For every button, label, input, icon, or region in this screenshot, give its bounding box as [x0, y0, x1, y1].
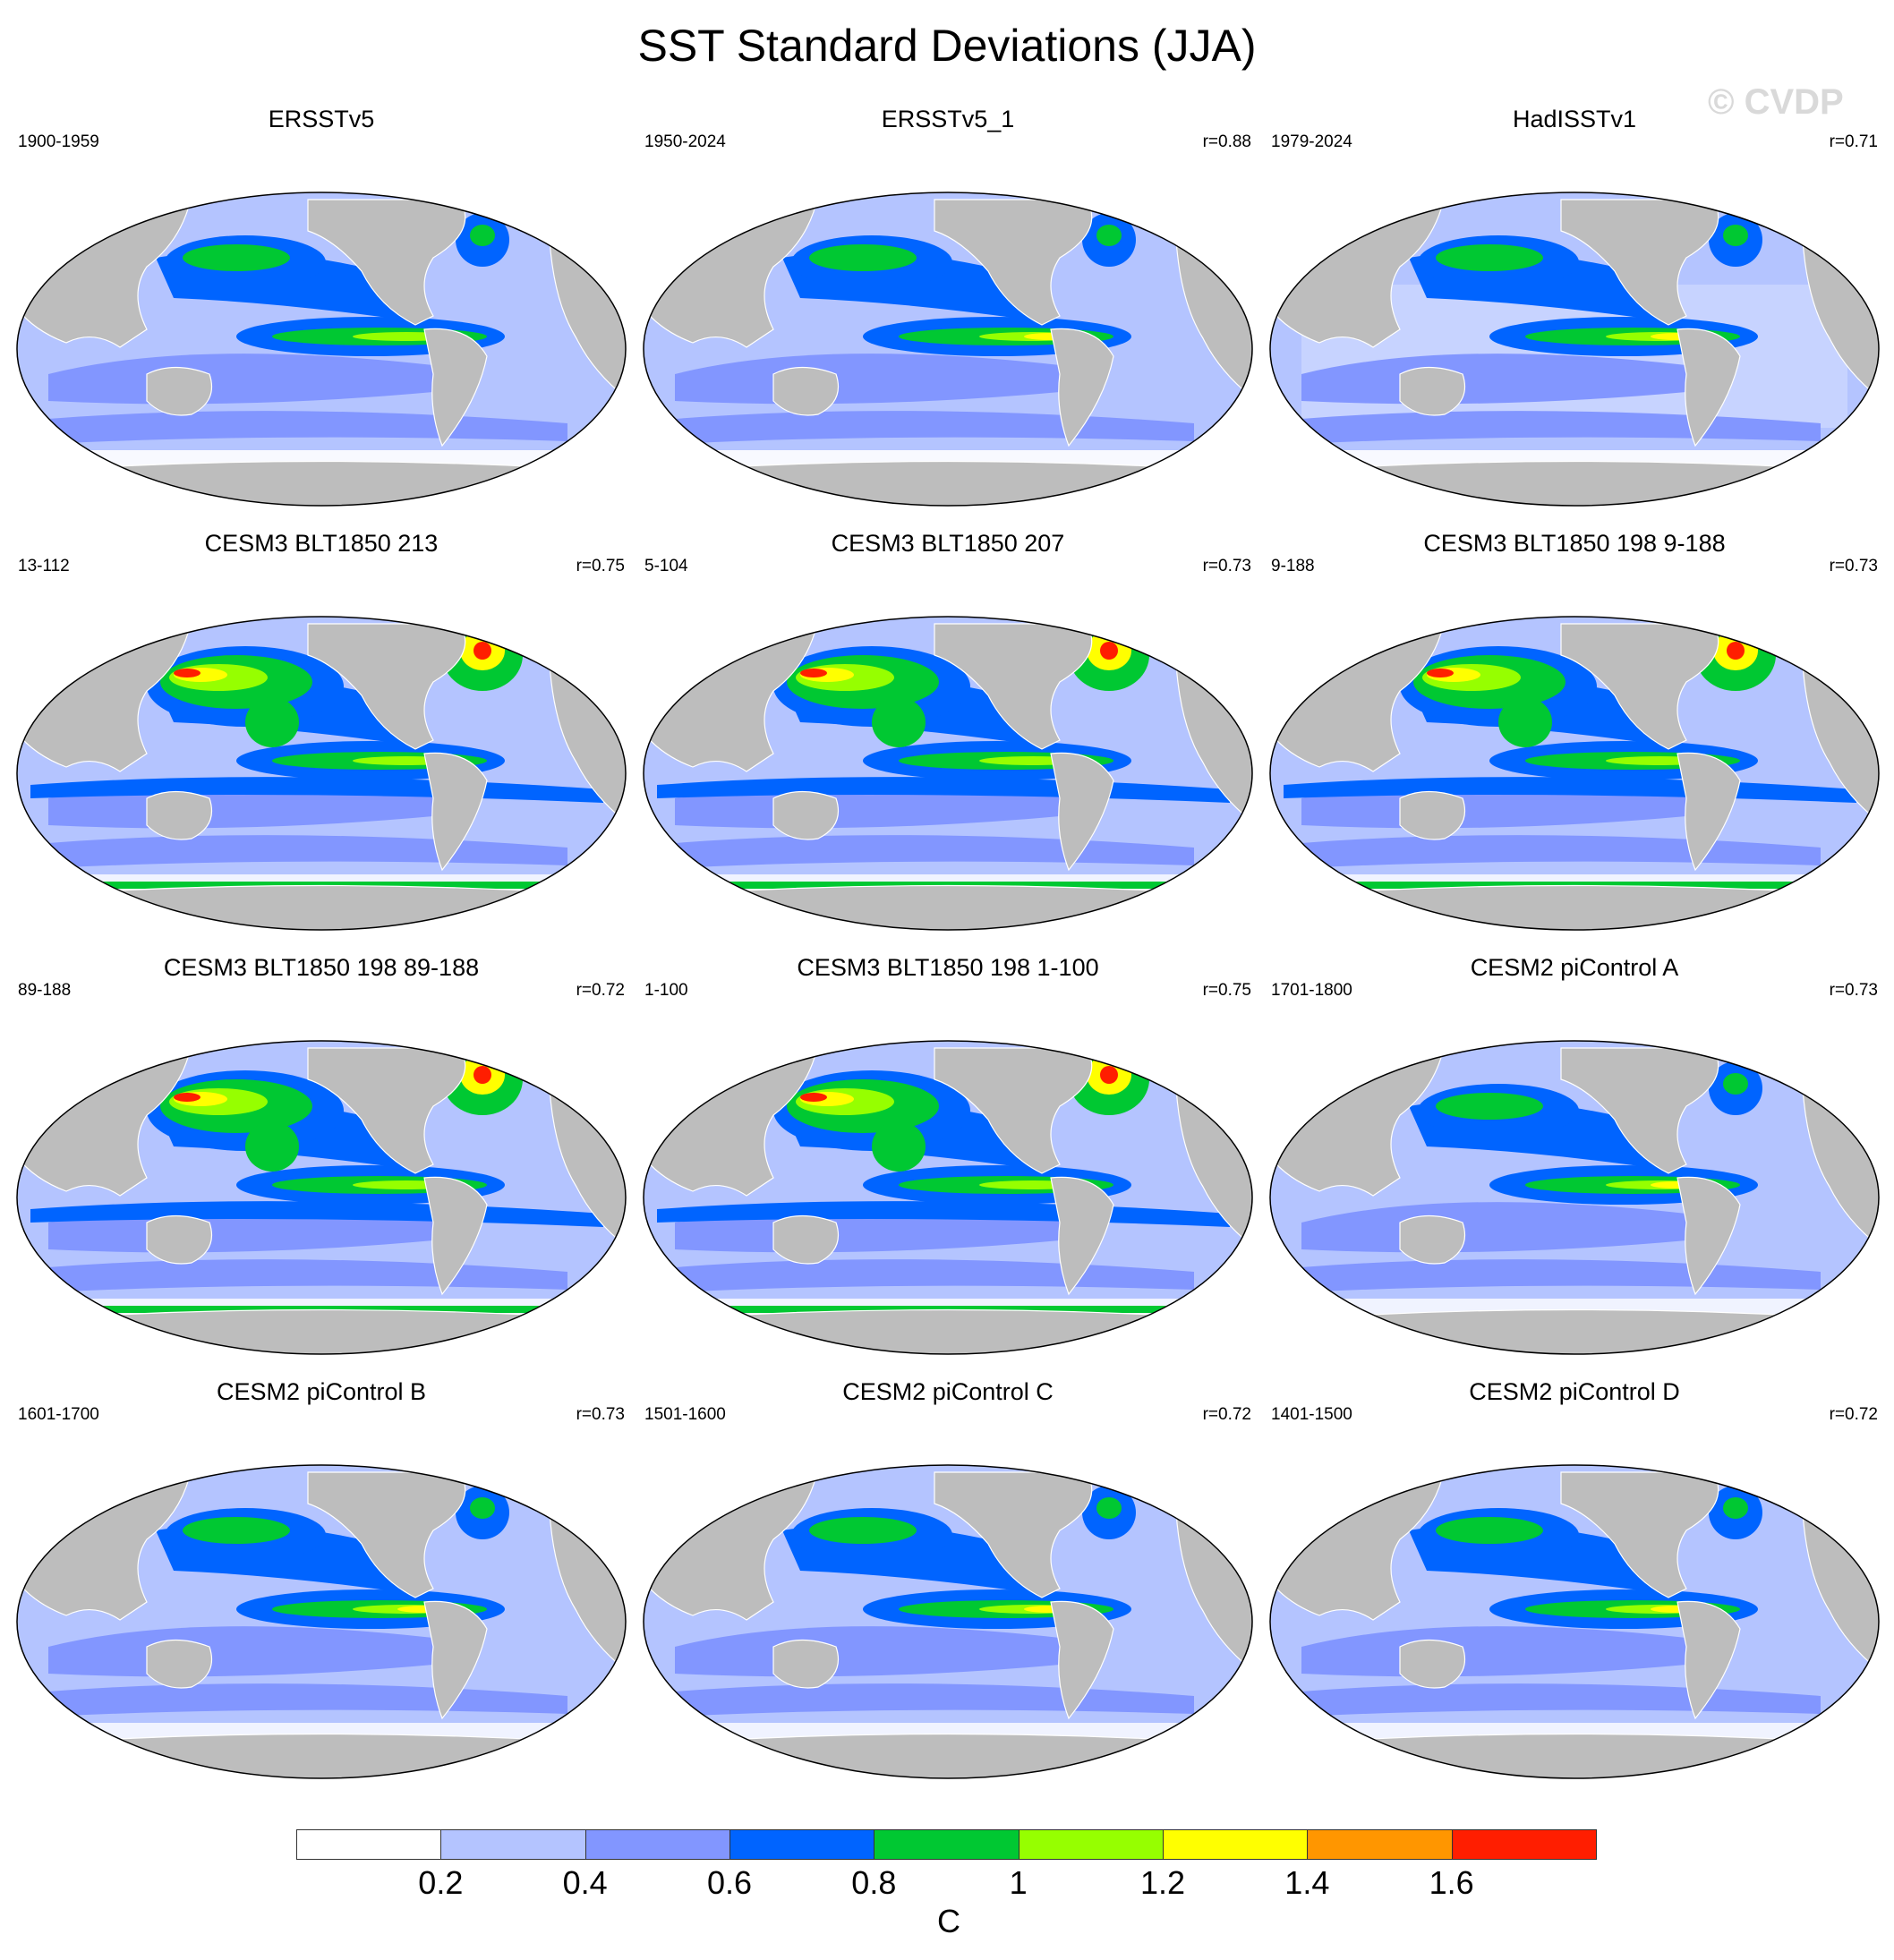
- map-panel: CESM2 piControl D 1401-1500 r=0.72: [1266, 1378, 1883, 1785]
- world-map: [16, 192, 627, 507]
- panel-title: ERSSTv5_1: [881, 106, 1015, 132]
- panel-correlation: r=0.73: [1829, 557, 1878, 575]
- panel-title: ERSSTv5: [268, 106, 375, 132]
- colorbar-swatch: [440, 1829, 586, 1860]
- world-map: [16, 1040, 627, 1355]
- map-panel: CESM3 BLT1850 198 9-188 9-188 r=0.73: [1266, 530, 1883, 937]
- map-panel: ERSSTv5_1 1950-2024 r=0.88: [639, 106, 1257, 513]
- panel-period: 1401-1500: [1271, 1405, 1352, 1424]
- panel-correlation: r=0.72: [1202, 1405, 1251, 1424]
- panel-correlation: r=0.88: [1202, 132, 1251, 151]
- colorbar-tick-label: 1.6: [1429, 1864, 1474, 1901]
- world-map: [1269, 1040, 1880, 1355]
- panel-title: CESM2 piControl B: [216, 1378, 427, 1405]
- world-map: [643, 192, 1253, 507]
- panel-correlation: r=0.73: [1202, 557, 1251, 575]
- panel-correlation: r=0.73: [1829, 981, 1878, 1000]
- panel-period: 1950-2024: [644, 132, 726, 151]
- panel-title: CESM3 BLT1850 198 9-188: [1423, 530, 1726, 557]
- watermark: © CVDP: [1708, 82, 1844, 122]
- panel-period: 89-188: [18, 981, 72, 1000]
- panel-period: 1900-1959: [18, 132, 99, 151]
- panel-title: CESM3 BLT1850 207: [831, 530, 1065, 557]
- figure-title: SST Standard Deviations (JJA): [637, 21, 1257, 71]
- colorbar-swatch: [296, 1829, 442, 1860]
- colorbar-unit: C: [937, 1903, 960, 1939]
- map-panel: CESM3 BLT1850 213 13-112 r=0.75: [13, 530, 630, 937]
- panel-period: 1701-1800: [1271, 981, 1352, 1000]
- panel-period: 1601-1700: [18, 1405, 99, 1424]
- map-panel: ERSSTv5 1900-1959: [13, 106, 630, 513]
- colorbar-swatch: [729, 1829, 875, 1860]
- panel-correlation: r=0.71: [1829, 132, 1878, 151]
- map-panel: CESM2 piControl B 1601-1700 r=0.73: [13, 1378, 630, 1785]
- colorbar-tick-label: 1.4: [1284, 1864, 1330, 1901]
- colorbar-tick-label: 0.8: [851, 1864, 897, 1901]
- panel-title: CESM3 BLT1850 213: [204, 530, 439, 557]
- world-map: [16, 616, 627, 931]
- panel-title: HadISSTv1: [1512, 106, 1637, 132]
- panel-period: 9-188: [1271, 557, 1315, 575]
- colorbar-swatch: [584, 1829, 730, 1860]
- map-panel: CESM2 piControl A 1701-1800 r=0.73: [1266, 954, 1883, 1361]
- world-map: [643, 1040, 1253, 1355]
- colorbar-tick-label: 1.2: [1139, 1864, 1186, 1901]
- panel-title: CESM2 piControl D: [1469, 1378, 1680, 1405]
- panel-correlation: r=0.75: [1202, 981, 1251, 1000]
- map-panel: CESM2 piControl C 1501-1600 r=0.72: [639, 1378, 1257, 1785]
- panel-correlation: r=0.72: [1829, 1405, 1878, 1424]
- colorbar-swatch: [1451, 1829, 1597, 1860]
- world-map: [1269, 192, 1880, 507]
- world-map: [16, 1464, 627, 1779]
- world-map: [1269, 1464, 1880, 1779]
- colorbar-tick-label: 0.6: [706, 1864, 753, 1901]
- panel-period: 13-112: [18, 557, 70, 575]
- colorbar-tick-label: 0.2: [418, 1864, 464, 1901]
- colorbar: [296, 1829, 1597, 1862]
- map-panel: CESM3 BLT1850 198 89-188 89-188 r=0.72: [13, 954, 630, 1361]
- panel-title: CESM3 BLT1850 198 89-188: [163, 954, 480, 981]
- colorbar-swatch: [1163, 1829, 1309, 1860]
- panel-period: 1-100: [644, 981, 688, 1000]
- map-panel: HadISSTv1 1979-2024 r=0.71: [1266, 106, 1883, 513]
- colorbar-swatch: [1018, 1829, 1164, 1860]
- world-map: [643, 616, 1253, 931]
- world-map: [1269, 616, 1880, 931]
- colorbar-swatch: [874, 1829, 1020, 1860]
- panel-title: CESM2 piControl C: [842, 1378, 1054, 1405]
- panel-title: CESM2 piControl A: [1470, 954, 1679, 981]
- map-panel: CESM3 BLT1850 198 1-100 1-100 r=0.75: [639, 954, 1257, 1361]
- map-panel: CESM3 BLT1850 207 5-104 r=0.73: [639, 530, 1257, 937]
- panel-title: CESM3 BLT1850 198 1-100: [797, 954, 1099, 981]
- colorbar-tick-label: 1: [1009, 1864, 1028, 1901]
- panel-period: 5-104: [644, 557, 688, 575]
- world-map: [643, 1464, 1253, 1779]
- panel-period: 1979-2024: [1271, 132, 1352, 151]
- colorbar-swatch: [1307, 1829, 1453, 1860]
- colorbar-tick-label: 0.4: [562, 1864, 608, 1901]
- panel-correlation: r=0.73: [576, 1405, 625, 1424]
- panel-period: 1501-1600: [644, 1405, 726, 1424]
- panel-correlation: r=0.72: [576, 981, 625, 1000]
- panel-correlation: r=0.75: [576, 557, 625, 575]
